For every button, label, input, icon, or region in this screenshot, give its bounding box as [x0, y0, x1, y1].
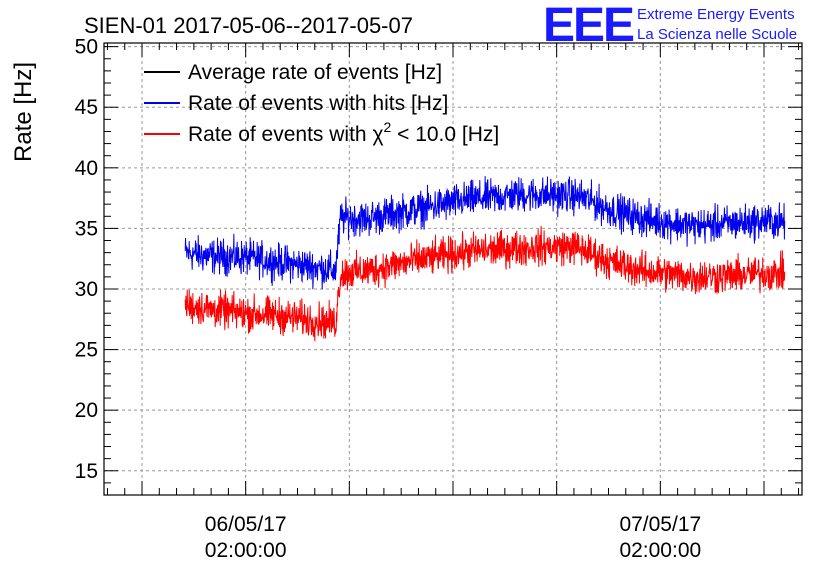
legend-label-chi2: Rate of events with χ2 < 10.0 [Hz] [188, 119, 499, 146]
data-series [184, 176, 786, 342]
y-tick-label: 40 [75, 157, 98, 180]
plot-frame [103, 42, 803, 496]
legend: Average rate of events [Hz] Rate of even… [144, 61, 499, 146]
legend-label-average: Average rate of events [Hz] [188, 61, 442, 84]
eee-logo: EEE Extreme Energy Events La Scienza nel… [543, 0, 797, 52]
y-tick-label: 50 [75, 36, 98, 59]
x-tick-label-date: 06/05/17 [205, 513, 287, 536]
y-tick-label: 25 [75, 339, 98, 362]
logo-line2: La Scienza nelle Scuole [637, 26, 797, 43]
logo-line1: Extreme Energy Events [637, 6, 795, 23]
chart-title: SIEN-01 2017-05-06--2017-05-07 [84, 13, 413, 38]
series-line-hits [184, 176, 786, 290]
y-tick-label: 30 [75, 278, 98, 301]
x-tick-label-time: 02:00:00 [619, 539, 701, 562]
grid-lines [104, 43, 802, 495]
legend-label-hits: Rate of events with hits [Hz] [188, 92, 448, 115]
y-tick-label: 45 [75, 96, 98, 119]
series-line-chi2 [184, 225, 786, 342]
y-tick-label: 35 [75, 217, 98, 240]
y-axis-label: Rate [Hz] [10, 62, 37, 162]
x-tick-label-time: 02:00:00 [205, 539, 287, 562]
y-tick-label: 20 [75, 399, 98, 422]
x-tick-label-date: 07/05/17 [619, 513, 701, 536]
axes: 15 20 25 30 35 40 45 50 06/05/17 02:00:00 07/05/17… [75, 36, 802, 562]
y-tick-label: 15 [75, 460, 98, 483]
